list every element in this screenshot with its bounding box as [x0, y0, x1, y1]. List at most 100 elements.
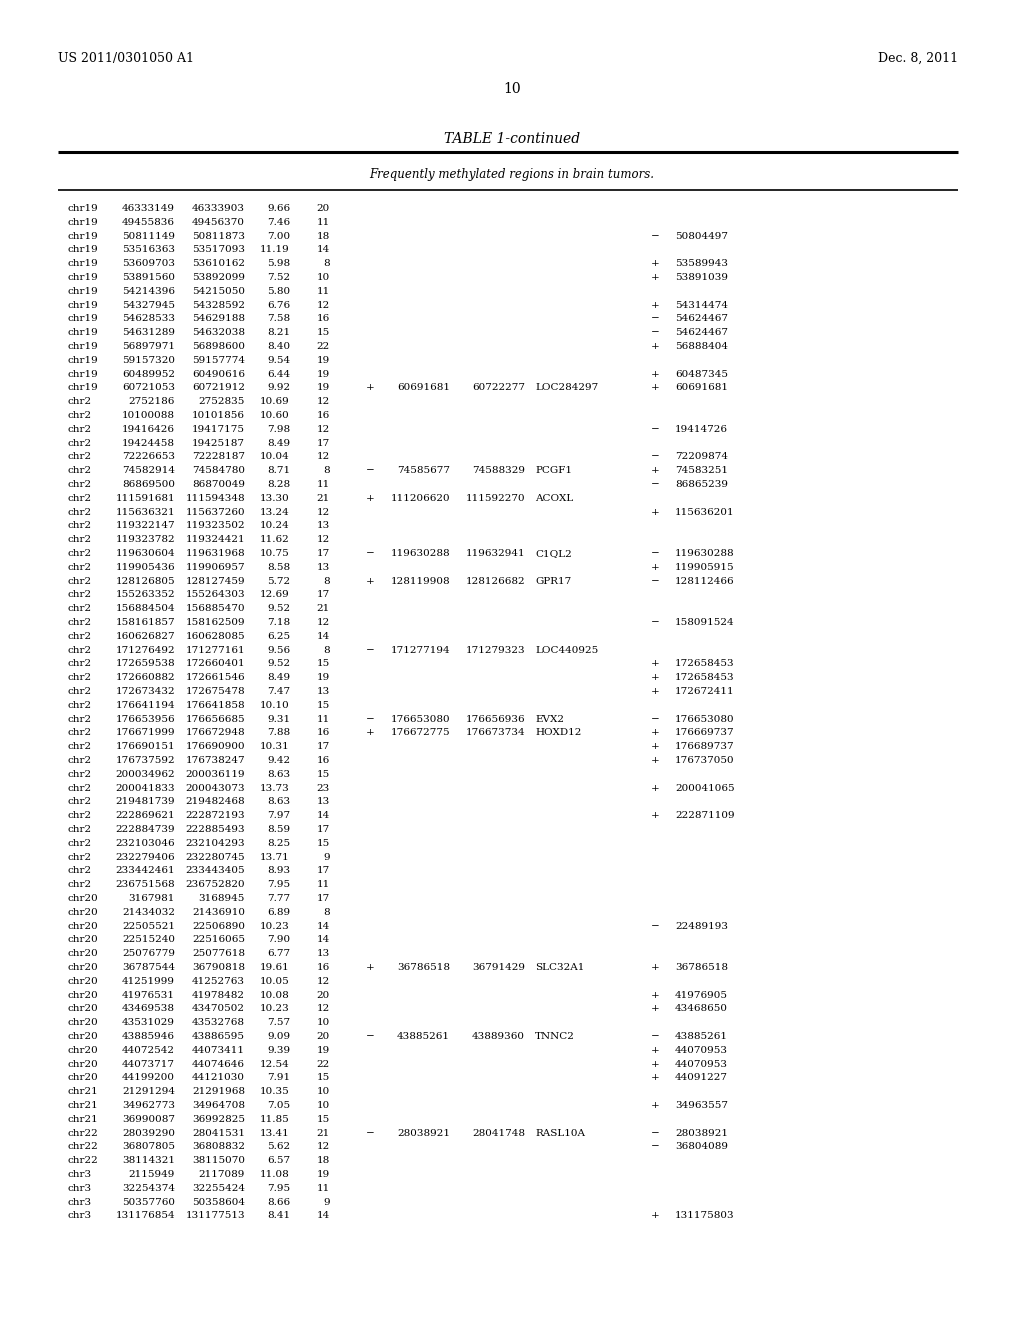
Text: +: +	[650, 812, 659, 820]
Text: Frequently methylated regions in brain tumors.: Frequently methylated regions in brain t…	[370, 168, 654, 181]
Text: 46333903: 46333903	[193, 205, 245, 213]
Text: −: −	[650, 329, 659, 337]
Text: +: +	[650, 1101, 659, 1110]
Text: 50358604: 50358604	[193, 1197, 245, 1206]
Text: 10100088: 10100088	[122, 411, 175, 420]
Text: 11: 11	[316, 286, 330, 296]
Text: 8: 8	[324, 645, 330, 655]
Text: +: +	[650, 964, 659, 972]
Text: 5.72: 5.72	[267, 577, 290, 586]
Text: 10: 10	[316, 1018, 330, 1027]
Text: LOC284297: LOC284297	[535, 383, 598, 392]
Text: +: +	[650, 756, 659, 766]
Text: 43532768: 43532768	[193, 1018, 245, 1027]
Text: 9.54: 9.54	[267, 356, 290, 364]
Text: 10.60: 10.60	[260, 411, 290, 420]
Text: −: −	[650, 577, 659, 586]
Text: 119631968: 119631968	[185, 549, 245, 558]
Text: 176671999: 176671999	[116, 729, 175, 738]
Text: −: −	[650, 1032, 659, 1041]
Text: −: −	[650, 921, 659, 931]
Text: 15: 15	[316, 329, 330, 337]
Text: chr2: chr2	[68, 853, 92, 862]
Text: chr22: chr22	[68, 1156, 98, 1166]
Text: chr2: chr2	[68, 729, 92, 738]
Text: 43469538: 43469538	[122, 1005, 175, 1014]
Text: 36990087: 36990087	[122, 1115, 175, 1123]
Text: 115636321: 115636321	[116, 508, 175, 516]
Text: 176641194: 176641194	[116, 701, 175, 710]
Text: chr2: chr2	[68, 590, 92, 599]
Text: 7.05: 7.05	[267, 1101, 290, 1110]
Text: 119323782: 119323782	[116, 535, 175, 544]
Text: 176653080: 176653080	[675, 714, 734, 723]
Text: +: +	[650, 660, 659, 668]
Text: 111591681: 111591681	[116, 494, 175, 503]
Text: chr2: chr2	[68, 714, 92, 723]
Text: 9: 9	[324, 853, 330, 862]
Text: 6.76: 6.76	[267, 301, 290, 310]
Text: 5.98: 5.98	[267, 259, 290, 268]
Text: US 2011/0301050 A1: US 2011/0301050 A1	[58, 51, 194, 65]
Text: −: −	[650, 1129, 659, 1138]
Text: +: +	[366, 494, 375, 503]
Text: chr2: chr2	[68, 645, 92, 655]
Text: chr20: chr20	[68, 1060, 98, 1069]
Text: 41976905: 41976905	[675, 990, 728, 999]
Text: 17: 17	[316, 549, 330, 558]
Text: 21: 21	[316, 494, 330, 503]
Text: 7.00: 7.00	[267, 231, 290, 240]
Text: 74583251: 74583251	[675, 466, 728, 475]
Text: 60721053: 60721053	[122, 383, 175, 392]
Text: 53517093: 53517093	[193, 246, 245, 255]
Text: 44199200: 44199200	[122, 1073, 175, 1082]
Text: 17: 17	[316, 894, 330, 903]
Text: +: +	[650, 508, 659, 516]
Text: 156885470: 156885470	[185, 605, 245, 614]
Text: 19: 19	[316, 1045, 330, 1055]
Text: 10.04: 10.04	[260, 453, 290, 462]
Text: 10.69: 10.69	[260, 397, 290, 407]
Text: 60490616: 60490616	[193, 370, 245, 379]
Text: 7.77: 7.77	[267, 894, 290, 903]
Text: 9.42: 9.42	[267, 756, 290, 766]
Text: +: +	[650, 273, 659, 282]
Text: chr2: chr2	[68, 660, 92, 668]
Text: 14: 14	[316, 1212, 330, 1221]
Text: 18: 18	[316, 231, 330, 240]
Text: 119630288: 119630288	[675, 549, 734, 558]
Text: +: +	[650, 383, 659, 392]
Text: 36992825: 36992825	[193, 1115, 245, 1123]
Text: chr19: chr19	[68, 356, 98, 364]
Text: chr20: chr20	[68, 949, 98, 958]
Text: 28038921: 28038921	[675, 1129, 728, 1138]
Text: chr2: chr2	[68, 797, 92, 807]
Text: 44073411: 44073411	[193, 1045, 245, 1055]
Text: chr2: chr2	[68, 880, 92, 890]
Text: HOXD12: HOXD12	[535, 729, 582, 738]
Text: 13: 13	[316, 686, 330, 696]
Text: 28041748: 28041748	[472, 1129, 525, 1138]
Text: 41976531: 41976531	[122, 990, 175, 999]
Text: 172672411: 172672411	[675, 686, 734, 696]
Text: 12: 12	[316, 1142, 330, 1151]
Text: 200041065: 200041065	[675, 784, 734, 792]
Text: 49456370: 49456370	[193, 218, 245, 227]
Text: 41978482: 41978482	[193, 990, 245, 999]
Text: 14: 14	[316, 936, 330, 944]
Text: 11.19: 11.19	[260, 246, 290, 255]
Text: 53892099: 53892099	[193, 273, 245, 282]
Text: 7.97: 7.97	[267, 812, 290, 820]
Text: 176737592: 176737592	[116, 756, 175, 766]
Text: 160626827: 160626827	[116, 632, 175, 640]
Text: 115636201: 115636201	[675, 508, 734, 516]
Text: −: −	[366, 1129, 375, 1138]
Text: TABLE 1-continued: TABLE 1-continued	[444, 132, 580, 147]
Text: 11: 11	[316, 714, 330, 723]
Text: chr2: chr2	[68, 535, 92, 544]
Text: chr20: chr20	[68, 990, 98, 999]
Text: 119323502: 119323502	[185, 521, 245, 531]
Text: 53516363: 53516363	[122, 246, 175, 255]
Text: 50357760: 50357760	[122, 1197, 175, 1206]
Text: 13.41: 13.41	[260, 1129, 290, 1138]
